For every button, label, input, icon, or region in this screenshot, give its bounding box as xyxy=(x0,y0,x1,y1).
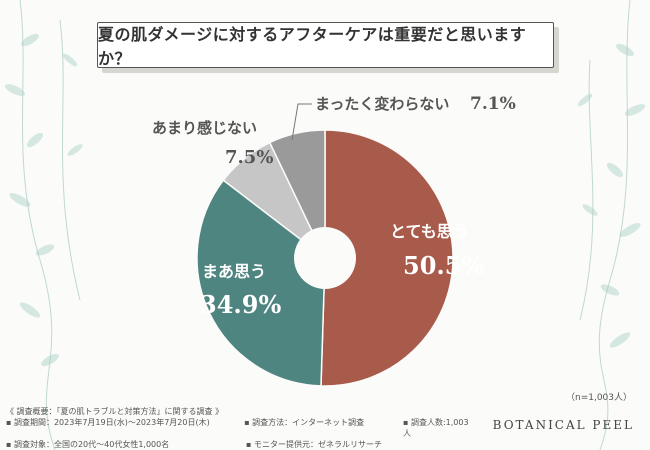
label-value-3: 7.5% xyxy=(225,147,273,168)
leader-line xyxy=(291,103,312,141)
chart-title: 夏の肌ダメージに対するアフターケアは重要だと思いますか？ xyxy=(97,22,554,68)
label-value-4: 7.1% xyxy=(470,94,516,114)
slice-2 xyxy=(196,179,326,387)
footer-provider: ▪ モニター提供元：ゼネラルリサーチ xyxy=(246,440,382,449)
survey-footer: 《 調査概要：「夏の肌トラブルと対策方法」に関する調査 》 ▪ 調査期間：202… xyxy=(6,406,476,450)
footer-period: ▪ 調査期間：2023年7月19日(水)〜2023年7月20日(木) xyxy=(6,418,210,427)
label-category-1: とても思う xyxy=(390,222,469,241)
footer-method: ▪ 調査方法：インターネット調査 xyxy=(244,418,365,427)
footer-count: ▪ 調査人数:1,003人 xyxy=(402,418,469,438)
label-category-3: あまり感じない xyxy=(152,119,257,137)
slice-4 xyxy=(268,129,326,259)
sample-size-note: （n=1,003人） xyxy=(565,393,632,403)
label-category-4: まったく変わらない xyxy=(315,95,449,113)
botanical-decoration-left xyxy=(4,0,83,450)
label-value-2: 34.9% xyxy=(200,290,281,319)
donut-hole xyxy=(294,227,356,289)
brand-logo: BOTANICAL PEEL xyxy=(492,418,634,432)
label-value-1: 50.5% xyxy=(403,251,484,280)
label-category-2: まあ思う xyxy=(202,262,266,281)
footer-target: ▪ 調査対象：全国の20代〜40代女性1,000名 xyxy=(6,440,170,449)
slice-1 xyxy=(320,129,454,387)
botanical-decoration-right xyxy=(577,0,646,450)
footer-heading: 《 調査概要：「夏の肌トラブルと対策方法」に関する調査 》 xyxy=(6,407,224,416)
